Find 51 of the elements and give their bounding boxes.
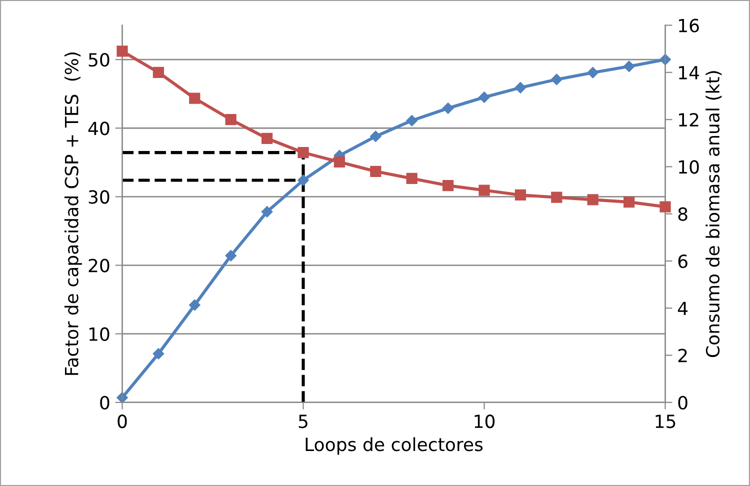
y-tick-label: 40 xyxy=(88,122,110,136)
y2-tick-label: 14 xyxy=(679,66,700,80)
y2-tick-label: 8 xyxy=(678,207,688,221)
x-tick-label: 5 xyxy=(298,414,308,428)
point xyxy=(298,147,309,158)
point xyxy=(334,156,346,168)
y-tick-label: 50 xyxy=(88,53,110,67)
point xyxy=(225,250,236,262)
point xyxy=(442,180,454,192)
y-tick-label: 30 xyxy=(88,190,110,204)
point xyxy=(442,102,454,114)
y-tick-label: 0 xyxy=(100,396,110,410)
x-axis-title: Loops de colectores xyxy=(306,437,483,455)
y-tick-label: 10 xyxy=(89,327,110,341)
y2-tick-label: 2 xyxy=(678,348,687,362)
point xyxy=(298,174,309,186)
y-axis-title: Factor de capacidad CSP + TES (%) xyxy=(64,52,82,375)
y2-tick-label: 12 xyxy=(679,113,698,126)
y-tick-label: 20 xyxy=(88,258,110,272)
point xyxy=(478,184,490,196)
point xyxy=(551,192,562,203)
point xyxy=(189,299,200,311)
point xyxy=(152,348,164,360)
point xyxy=(370,166,382,177)
point xyxy=(406,114,418,126)
y2-tick-label: 10 xyxy=(679,160,699,174)
point xyxy=(116,46,128,57)
y2-tick-label: 6 xyxy=(678,254,688,268)
point xyxy=(660,201,671,212)
point xyxy=(514,189,526,201)
point xyxy=(551,74,562,86)
point xyxy=(587,66,598,78)
point xyxy=(587,194,598,206)
point xyxy=(225,114,236,126)
point xyxy=(623,196,635,208)
x-tick-label: 0 xyxy=(118,414,127,428)
x-tick-label: 10 xyxy=(474,414,495,428)
y2-tick-label: 4 xyxy=(678,302,688,315)
point xyxy=(623,60,635,72)
x-tick-label: 15 xyxy=(656,414,676,428)
point xyxy=(261,206,273,218)
point xyxy=(514,82,526,94)
point xyxy=(189,92,200,104)
y2-tick-label: 0 xyxy=(678,396,688,410)
point xyxy=(152,66,164,78)
point xyxy=(406,172,418,184)
point xyxy=(370,130,382,142)
y2-tick-label: 16 xyxy=(679,18,699,32)
y2-axis-title: Consumo de biomasa anual (kt) xyxy=(706,71,722,358)
point xyxy=(261,132,273,144)
point xyxy=(478,92,490,103)
